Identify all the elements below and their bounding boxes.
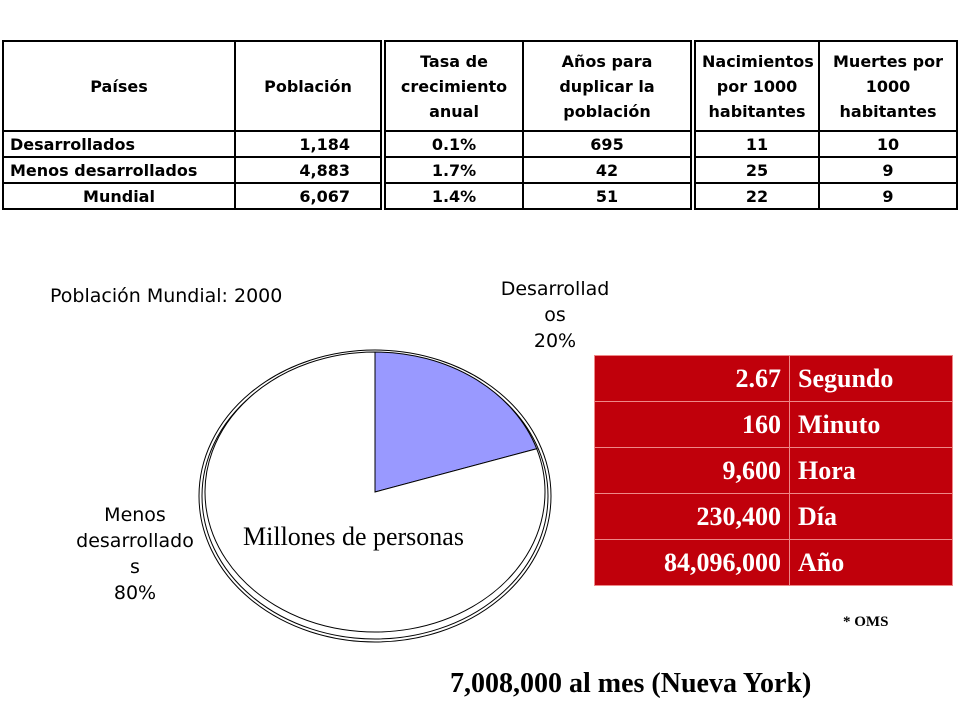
- rate-value: 9,600: [594, 447, 790, 494]
- rate-row: 230,400 Día: [594, 493, 953, 540]
- table-row: 0.1% 695: [384, 130, 692, 158]
- cell-muertes: 10: [818, 130, 958, 158]
- population-table-block-1: Países Población Desarrollados 1,184 Men…: [2, 40, 382, 210]
- rate-unit: Día: [789, 493, 953, 540]
- cell-anios: 51: [522, 182, 692, 210]
- slice-label-line: Menos: [104, 504, 166, 526]
- source-note: * OMS: [843, 614, 889, 630]
- rate-unit: Hora: [789, 447, 953, 494]
- pie-slice-0: [374, 351, 538, 493]
- footer-note: 7,008,000 al mes (Nueva York): [450, 668, 812, 699]
- table-row: 22 9: [694, 182, 958, 210]
- cell-poblacion: 6,067: [234, 182, 382, 210]
- slice-label-desarrollados: Desarrollad os 20%: [480, 276, 630, 354]
- slice-label-line: s: [130, 556, 140, 578]
- rate-unit: Segundo: [789, 355, 953, 402]
- slice-label-line: os: [544, 304, 566, 326]
- cell-nacimientos: 22: [694, 182, 820, 210]
- rate-unit: Año: [789, 539, 953, 586]
- slice-label-line: Desarrollad: [500, 278, 610, 300]
- table-row: 1.7% 42: [384, 156, 692, 184]
- rate-row: 2.67 Segundo: [594, 355, 953, 402]
- cell-muertes: 9: [818, 182, 958, 210]
- pie-outer-ring: [198, 349, 552, 643]
- rate-value: 160: [594, 401, 790, 448]
- rate-value: 2.67: [594, 355, 790, 402]
- cell-tasa: 1.7%: [384, 156, 524, 184]
- cell-pais: Menos desarrollados: [2, 156, 236, 184]
- population-table-block-2: Tasa de crecimiento anual Años para dupl…: [384, 40, 692, 210]
- birth-rate-table: 2.67 Segundo 160 Minuto 9,600 Hora 230,400 Día 8…: [594, 355, 953, 586]
- rate-row: 84,096,000 Año: [594, 539, 953, 586]
- cell-pais: Desarrollados: [2, 130, 236, 158]
- cell-tasa: 1.4%: [384, 182, 524, 210]
- cell-muertes: 9: [818, 156, 958, 184]
- pie-slice-1: [204, 351, 546, 633]
- table-row: 11 10: [694, 130, 958, 158]
- cell-tasa: 0.1%: [384, 130, 524, 158]
- cell-anios: 42: [522, 156, 692, 184]
- table-row: Menos desarrollados 4,883: [2, 156, 382, 184]
- table-header-row: Nacimientos por 1000 habitantes Muertes …: [694, 40, 958, 132]
- population-table-block-3: Nacimientos por 1000 habitantes Muertes …: [694, 40, 958, 210]
- cell-pais: Mundial: [2, 182, 236, 210]
- cell-anios: 695: [522, 130, 692, 158]
- table-row: 1.4% 51: [384, 182, 692, 210]
- rate-value: 84,096,000: [594, 539, 790, 586]
- header-muertes: Muertes por 1000 habitantes: [818, 40, 958, 132]
- slice-label-menos-desarrollados: Menos desarrollado s 80%: [65, 502, 205, 606]
- cell-nacimientos: 25: [694, 156, 820, 184]
- table-row: Mundial 6,067: [2, 182, 382, 210]
- rate-value: 230,400: [594, 493, 790, 540]
- cell-poblacion: 1,184: [234, 130, 382, 158]
- header-anios: Años para duplicar la población: [522, 40, 692, 132]
- slice-label-line: 20%: [533, 330, 577, 352]
- header-paises: Países: [2, 40, 236, 132]
- cell-nacimientos: 11: [694, 130, 820, 158]
- chart-title: Población Mundial: 2000: [50, 285, 283, 307]
- rate-row: 160 Minuto: [594, 401, 953, 448]
- rate-row: 9,600 Hora: [594, 447, 953, 494]
- slice-label-line: desarrollado: [76, 530, 194, 552]
- header-nacimientos: Nacimientos por 1000 habitantes: [694, 40, 820, 132]
- chart-subtitle: Millones de personas: [243, 522, 464, 551]
- header-poblacion: Población: [234, 40, 382, 132]
- header-tasa: Tasa de crecimiento anual: [384, 40, 524, 132]
- table-row: Desarrollados 1,184: [2, 130, 382, 158]
- rate-unit: Minuto: [789, 401, 953, 448]
- slice-label-line: 80%: [113, 582, 157, 604]
- table-header-row: Países Población: [2, 40, 382, 132]
- table-header-row: Tasa de crecimiento anual Años para dupl…: [384, 40, 692, 132]
- table-row: 25 9: [694, 156, 958, 184]
- cell-poblacion: 4,883: [234, 156, 382, 184]
